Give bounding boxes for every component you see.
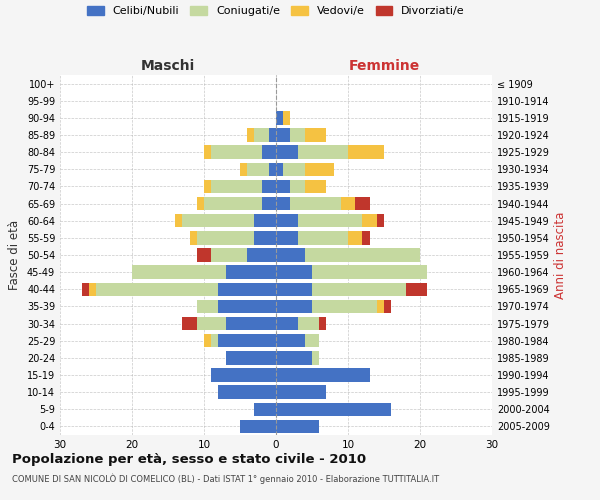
Bar: [384, 300, 391, 313]
Bar: [211, 334, 218, 347]
Bar: [197, 197, 204, 210]
Text: Popolazione per età, sesso e stato civile - 2010: Popolazione per età, sesso e stato civil…: [12, 452, 366, 466]
Bar: [197, 300, 218, 313]
Bar: [312, 282, 406, 296]
Bar: [312, 266, 427, 279]
Bar: [276, 248, 305, 262]
Bar: [218, 334, 276, 347]
Bar: [247, 128, 254, 141]
Text: Femmine: Femmine: [349, 58, 419, 72]
Bar: [262, 197, 276, 210]
Bar: [254, 128, 269, 141]
Bar: [362, 214, 377, 228]
Bar: [182, 317, 197, 330]
Bar: [298, 146, 348, 159]
Bar: [96, 282, 218, 296]
Bar: [276, 300, 312, 313]
Y-axis label: Fasce di età: Fasce di età: [8, 220, 21, 290]
Bar: [254, 214, 276, 228]
Bar: [197, 231, 254, 244]
Bar: [211, 146, 262, 159]
Bar: [305, 162, 334, 176]
Bar: [276, 420, 319, 433]
Bar: [269, 128, 276, 141]
Bar: [226, 317, 276, 330]
Bar: [197, 248, 211, 262]
Bar: [204, 146, 211, 159]
Bar: [290, 180, 305, 193]
Y-axis label: Anni di nascita: Anni di nascita: [554, 212, 568, 298]
Bar: [341, 197, 355, 210]
Bar: [240, 162, 247, 176]
Bar: [305, 248, 420, 262]
Bar: [226, 351, 276, 364]
Bar: [211, 368, 276, 382]
Bar: [276, 162, 283, 176]
Bar: [211, 248, 247, 262]
Bar: [175, 214, 182, 228]
Bar: [276, 334, 305, 347]
Bar: [312, 351, 319, 364]
Bar: [197, 317, 226, 330]
Bar: [190, 231, 197, 244]
Bar: [276, 214, 298, 228]
Bar: [211, 180, 262, 193]
Bar: [247, 248, 276, 262]
Bar: [348, 231, 362, 244]
Bar: [276, 146, 298, 159]
Bar: [262, 180, 276, 193]
Bar: [276, 266, 312, 279]
Bar: [305, 180, 326, 193]
Bar: [377, 214, 384, 228]
Bar: [276, 351, 312, 364]
Bar: [305, 128, 326, 141]
Bar: [276, 111, 283, 124]
Bar: [298, 214, 362, 228]
Bar: [254, 231, 276, 244]
Legend: Celibi/Nubili, Coniugati/e, Vedovi/e, Divorziati/e: Celibi/Nubili, Coniugati/e, Vedovi/e, Di…: [83, 2, 469, 20]
Bar: [312, 300, 377, 313]
Bar: [355, 197, 370, 210]
Bar: [298, 231, 348, 244]
Bar: [348, 146, 384, 159]
Bar: [132, 266, 226, 279]
Bar: [406, 282, 427, 296]
Bar: [226, 266, 276, 279]
Bar: [290, 197, 341, 210]
Bar: [82, 282, 89, 296]
Bar: [283, 111, 290, 124]
Bar: [276, 317, 298, 330]
Bar: [218, 386, 276, 399]
Bar: [276, 282, 312, 296]
Bar: [276, 128, 290, 141]
Bar: [89, 282, 96, 296]
Bar: [305, 334, 319, 347]
Text: Maschi: Maschi: [141, 58, 195, 72]
Bar: [182, 214, 254, 228]
Text: COMUNE DI SAN NICOLÒ DI COMELICO (BL) - Dati ISTAT 1° gennaio 2010 - Elaborazion: COMUNE DI SAN NICOLÒ DI COMELICO (BL) - …: [12, 474, 439, 484]
Bar: [204, 197, 262, 210]
Bar: [204, 334, 211, 347]
Bar: [204, 180, 211, 193]
Bar: [276, 180, 290, 193]
Bar: [276, 197, 290, 210]
Bar: [290, 128, 305, 141]
Bar: [254, 402, 276, 416]
Bar: [262, 146, 276, 159]
Bar: [283, 162, 305, 176]
Bar: [269, 162, 276, 176]
Bar: [247, 162, 269, 176]
Bar: [276, 231, 298, 244]
Bar: [362, 231, 370, 244]
Bar: [377, 300, 384, 313]
Bar: [276, 402, 391, 416]
Bar: [276, 386, 326, 399]
Bar: [218, 300, 276, 313]
Bar: [319, 317, 326, 330]
Bar: [240, 420, 276, 433]
Bar: [218, 282, 276, 296]
Bar: [276, 368, 370, 382]
Bar: [298, 317, 319, 330]
